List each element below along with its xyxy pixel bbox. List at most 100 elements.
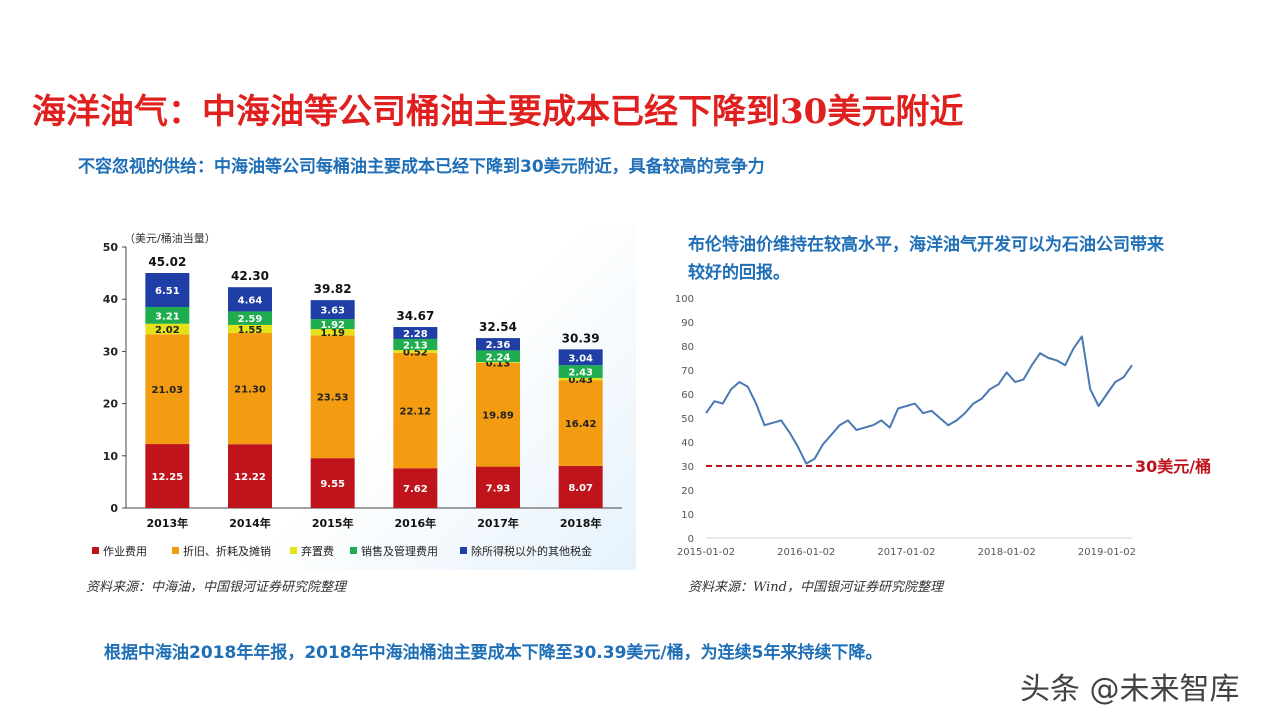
bar-segment: [476, 350, 520, 363]
y-tick-label: 100: [675, 294, 694, 305]
bar-value-label: 8.07: [568, 483, 593, 494]
bar-total-label: 34.67: [396, 309, 434, 323]
legend-swatch: [172, 547, 179, 554]
bar-segment: [310, 329, 355, 336]
bar-segment: [476, 466, 520, 508]
legend-swatch: [350, 547, 357, 554]
bar-segment: [393, 352, 438, 469]
bar-value-label: 0.43: [568, 375, 593, 386]
x-tick-label: 2017年: [477, 516, 519, 530]
legend-label: 弃置费: [301, 544, 334, 558]
legend-label: 除所得税以外的其他税金: [471, 544, 592, 558]
reference-line-label: 30美元/桶: [1135, 457, 1211, 476]
bar-value-label: 21.30: [234, 385, 266, 396]
bar-segment: [145, 444, 190, 508]
bar-segment: [145, 272, 190, 307]
page-title: 海洋油气：中海油等公司桶油主要成本已经下降到30美元附近: [32, 92, 964, 132]
bar-value-label: 16.42: [565, 419, 597, 430]
y-tick-label: 90: [681, 318, 694, 329]
bar-value-label: 0.52: [403, 347, 428, 358]
bar-value-label: 22.12: [400, 406, 432, 417]
bar-segment: [476, 362, 520, 467]
y-tick-label: 30: [681, 462, 694, 473]
y-tick-label: 30: [103, 345, 119, 358]
bar-value-label: 2.28: [403, 329, 428, 340]
bar-segment: [145, 306, 190, 324]
legend-swatch: [460, 547, 467, 554]
bar-value-label: 7.93: [486, 483, 511, 494]
bar-segment: [310, 458, 355, 508]
bar-segment: [228, 324, 272, 334]
y-tick-label: 10: [681, 510, 694, 521]
bar-segment: [145, 334, 190, 445]
bar-segment: [393, 327, 438, 339]
bar-segment: [310, 300, 355, 320]
bar-segment: [310, 335, 355, 459]
bar-value-label: 6.51: [155, 286, 180, 297]
bar-segment: [558, 365, 603, 378]
bar-segment: [228, 444, 272, 508]
bar-total-label: 45.02: [148, 255, 186, 269]
legend-label: 销售及管理费用: [361, 544, 438, 558]
bar-value-label: 2.24: [486, 352, 511, 363]
bar-total-label: 30.39: [562, 331, 600, 345]
bar-value-label: 3.21: [155, 311, 180, 322]
bar-value-label: 21.03: [152, 385, 184, 396]
y-tick-label: 20: [103, 398, 119, 411]
legend-label: 作业费用: [103, 545, 147, 558]
cost-stacked-bar-svg: （美元/桶油当量） 0 10 20 30 40 50 12.25 21.03 2.02 3.21 6.…: [92, 231, 622, 558]
page-subtitle: 不容忽视的供给：中海油等公司每桶油主要成本已经下降到30美元附近，具备较高的竞争…: [78, 157, 765, 177]
bar-segment: [476, 362, 520, 363]
bar-segment: [558, 465, 603, 508]
y-tick-label: 80: [681, 342, 694, 353]
y-tick-label: 0: [110, 502, 118, 515]
y-tick-label: 10: [103, 450, 119, 463]
bar-value-label: 3.04: [568, 353, 593, 364]
source-note-left: 资料来源：中海油，中国银河证券研究院整理: [86, 580, 347, 595]
bar-segment: [393, 468, 438, 508]
y-tick-label: 60: [681, 390, 694, 401]
bar-segment: [393, 338, 438, 351]
x-tick-label: 2016-01-02: [777, 547, 835, 558]
bar-value-label: 2.02: [155, 325, 180, 336]
bar-segment: [228, 333, 272, 445]
y-tick-label: 40: [103, 293, 119, 306]
brent-chart-title: 布伦特油价维持在较高水平，海洋油气开发可以为石油公司带来较好的回报。: [688, 235, 1164, 283]
brent-price-line-chart: 0 10 20 30 40 50 60 70 80 90 100 2015-01-02 2016-01-…: [672, 285, 1232, 565]
y-tick-label: 50: [681, 414, 694, 425]
cost-stacked-bar-chart: （美元/桶油当量） 0 10 20 30 40 50 12.25 21.03 2.02 3.21 6.…: [82, 225, 636, 570]
bar-value-label: 7.62: [403, 484, 428, 495]
bar-value-label: 1.55: [238, 325, 263, 336]
bar-total-label: 32.54: [479, 320, 517, 334]
y-tick-label: 70: [681, 366, 694, 377]
x-tick-label: 2013年: [147, 516, 189, 530]
y-tick-label: 0: [688, 534, 694, 545]
y-tick-label: 20: [681, 486, 694, 497]
y-tick-label: 40: [681, 438, 694, 449]
bar-value-label: 12.25: [152, 472, 184, 483]
bar-value-label: 19.89: [482, 411, 514, 422]
bar-segment: [393, 350, 438, 353]
legend-swatch: [290, 547, 297, 554]
x-tick-label: 2018-01-02: [978, 547, 1036, 558]
y-unit-label: （美元/桶油当量）: [124, 231, 216, 245]
x-tick-label: 2015年: [312, 516, 354, 530]
bar-value-label: 1.19: [320, 328, 345, 339]
bar-segment: [228, 311, 272, 325]
brent-price-line-svg: 0 10 20 30 40 50 60 70 80 90 100 2015-01-02 2016-01-…: [675, 294, 1211, 558]
bar-value-label: 4.64: [238, 295, 263, 306]
bar-value-label: 2.13: [403, 340, 428, 351]
x-tick-label: 2014年: [229, 516, 271, 530]
x-tick-label: 2015-01-02: [677, 547, 735, 558]
x-tick-label: 2017-01-02: [877, 547, 935, 558]
bar-segment: [558, 380, 603, 466]
bar-value-label: 12.22: [234, 472, 266, 483]
conclusion-text: 根据中海油2018年年报，2018年中海油桶油主要成本下降至30.39美元/桶，…: [104, 643, 883, 663]
x-tick-label: 2018年: [560, 516, 602, 530]
bar-total-label: 39.82: [314, 282, 352, 296]
bar-segment: [228, 287, 272, 312]
source-note-right: 资料来源：Wind，中国银河证券研究院整理: [688, 580, 943, 595]
bar-value-label: 23.53: [317, 393, 349, 404]
bar-total-label: 42.30: [231, 269, 269, 283]
bar-value-label: 3.63: [320, 306, 345, 317]
